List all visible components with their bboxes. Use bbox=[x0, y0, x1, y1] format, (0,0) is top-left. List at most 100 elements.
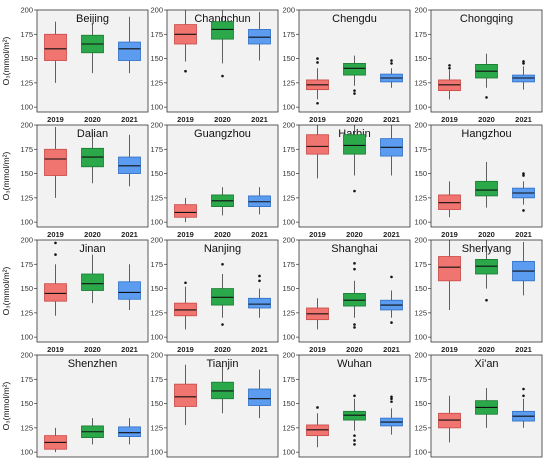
x-tick-label: 2021 bbox=[251, 460, 268, 462]
box-body bbox=[248, 388, 271, 406]
box-2021 bbox=[248, 11, 271, 61]
panel-title: Hangzhou bbox=[461, 128, 511, 140]
outlier-point bbox=[54, 241, 57, 245]
y-tick-label: 175 bbox=[282, 30, 295, 39]
box-2021 bbox=[248, 369, 271, 419]
box-body bbox=[44, 33, 67, 61]
box-2019 bbox=[174, 281, 197, 330]
panel-title: Chongqing bbox=[460, 13, 513, 25]
box-2021 bbox=[512, 172, 535, 212]
y-tick-label: 125 bbox=[150, 193, 163, 202]
x-tick-label: 2019 bbox=[441, 230, 458, 239]
outlier-point bbox=[221, 323, 224, 326]
panel-wuhan: Wuhan 100 125 150 175 200 2019 2020 2021 bbox=[282, 351, 411, 462]
x-tick-label: 2020 bbox=[478, 230, 495, 239]
box-2020 bbox=[475, 388, 498, 428]
y-tick-label: 125 bbox=[20, 193, 33, 202]
y-tick-label: 150 bbox=[20, 284, 33, 293]
box-2020 bbox=[343, 394, 366, 446]
y-tick-label: 175 bbox=[282, 145, 295, 154]
y-tick-label: 100 bbox=[282, 333, 295, 342]
panel-title: Jinan bbox=[79, 243, 105, 255]
outlier-point bbox=[184, 69, 187, 73]
box-2019 bbox=[44, 241, 67, 316]
outlier-point bbox=[316, 101, 319, 105]
y-tick-label: 200 bbox=[282, 236, 295, 245]
y-tick-label: 175 bbox=[150, 145, 163, 154]
box-2019 bbox=[174, 10, 197, 73]
x-tick-label: 2019 bbox=[441, 345, 458, 354]
y-tick-label: 125 bbox=[20, 78, 33, 87]
x-tick-label: 2019 bbox=[441, 115, 458, 124]
box-body bbox=[174, 383, 197, 407]
y-tick-label: 125 bbox=[20, 423, 33, 432]
outlier-point bbox=[353, 323, 356, 326]
box-body bbox=[118, 281, 141, 300]
outlier-point bbox=[258, 279, 261, 283]
y-tick-label: 200 bbox=[20, 121, 33, 130]
outlier-point bbox=[221, 74, 224, 78]
y-tick-label: 175 bbox=[414, 145, 427, 154]
x-tick-label: 2021 bbox=[383, 115, 400, 124]
outlier-point bbox=[353, 439, 356, 442]
x-tick-label: 2019 bbox=[47, 115, 64, 124]
panel-title: Tianjin bbox=[207, 358, 239, 370]
outlier-point bbox=[522, 174, 525, 177]
box-2019 bbox=[44, 427, 67, 453]
x-tick-label: 2021 bbox=[121, 115, 138, 124]
outlier-point bbox=[353, 394, 356, 398]
x-tick-label: 2020 bbox=[346, 345, 363, 354]
y-tick-label: 125 bbox=[282, 423, 295, 432]
box-2019 bbox=[438, 64, 461, 100]
outlier-point bbox=[353, 267, 356, 271]
box-2021 bbox=[512, 60, 535, 90]
x-tick-label: 2021 bbox=[515, 460, 532, 462]
y-tick-label: 200 bbox=[414, 121, 427, 130]
x-tick-label: 2019 bbox=[309, 230, 326, 239]
x-tick-label: 2019 bbox=[177, 345, 194, 354]
y-tick-label: 150 bbox=[282, 169, 295, 178]
panel-guangzhou: Guangzhou 100 125 150 175 200 2019 2020 2021 bbox=[150, 121, 279, 239]
y-axis-label: O₃(mmol/m²) bbox=[1, 266, 11, 315]
outlier-point bbox=[390, 395, 393, 399]
x-tick-label: 2021 bbox=[383, 460, 400, 462]
box-2020 bbox=[81, 254, 104, 304]
y-tick-label: 200 bbox=[282, 6, 295, 15]
y-tick-label: 125 bbox=[414, 423, 427, 432]
panel-chengdu: Chengdu 100 125 150 175 200 2019 2020 2021 bbox=[282, 6, 411, 124]
y-tick-label: 100 bbox=[20, 448, 33, 457]
y-tick-label: 150 bbox=[150, 169, 163, 178]
outlier-point bbox=[522, 172, 525, 175]
x-tick-label: 2021 bbox=[121, 230, 138, 239]
box-2019 bbox=[438, 240, 461, 310]
outlier-point bbox=[353, 434, 356, 437]
outlier-point bbox=[390, 275, 393, 279]
x-tick-label: 2021 bbox=[121, 345, 138, 354]
y-tick-label: 175 bbox=[414, 375, 427, 384]
box-2021 bbox=[248, 274, 271, 318]
y-tick-label: 125 bbox=[414, 78, 427, 87]
panel-title: Shanghai bbox=[331, 243, 378, 255]
y-tick-label: 175 bbox=[414, 260, 427, 269]
y-tick-label: 150 bbox=[414, 169, 427, 178]
x-tick-label: 2019 bbox=[309, 345, 326, 354]
outlier-point bbox=[353, 92, 356, 95]
panel-xian: Xi'an 100 125 150 175 200 2019 2020 2021 bbox=[414, 351, 543, 462]
y-tick-label: 125 bbox=[150, 78, 163, 87]
outlier-point bbox=[485, 96, 488, 99]
x-tick-label: 2019 bbox=[309, 460, 326, 462]
y-tick-label: 100 bbox=[150, 218, 163, 227]
x-tick-label: 2020 bbox=[346, 230, 363, 239]
x-tick-label: 2021 bbox=[515, 345, 532, 354]
panel-title: Wuhan bbox=[337, 358, 372, 370]
box-body bbox=[118, 426, 141, 437]
y-tick-label: 150 bbox=[282, 54, 295, 63]
box-body bbox=[174, 204, 197, 218]
x-tick-label: 2020 bbox=[478, 115, 495, 124]
panel-nanjing: Nanjing 100 125 150 175 200 2019 2020 2021 bbox=[150, 236, 279, 354]
y-tick-label: 150 bbox=[414, 399, 427, 408]
